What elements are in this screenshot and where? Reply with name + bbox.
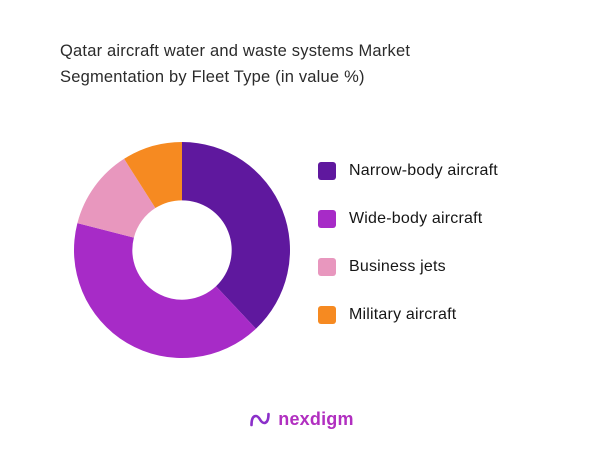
legend-swatch-military: [318, 306, 336, 324]
legend-label: Business jets: [349, 258, 446, 275]
legend-item-business-jets: Business jets: [318, 258, 498, 276]
legend-swatch-business-jets: [318, 258, 336, 276]
chart-title: Qatar aircraft water and waste systems M…: [60, 38, 410, 91]
donut-slice-narrow-body-aircraft: [182, 142, 291, 329]
legend-label: Narrow-body aircraft: [349, 162, 498, 179]
legend-item-military: Military aircraft: [318, 306, 498, 324]
nexdigm-wordmark: nexdigm: [278, 408, 354, 429]
donut-chart-svg: [73, 142, 291, 359]
legend-item-wide-body: Wide-body aircraft: [318, 210, 498, 228]
legend-label: Wide-body aircraft: [349, 210, 483, 227]
chart-title-line2: Segmentation by Fleet Type (in value %): [60, 68, 365, 87]
legend: Narrow-body aircraft Wide-body aircraft …: [318, 162, 498, 324]
legend-item-narrow-body: Narrow-body aircraft: [318, 162, 498, 180]
donut-slice-business-jets: [77, 158, 156, 238]
legend-swatch-wide-body: [318, 210, 336, 228]
legend-label: Military aircraft: [349, 306, 457, 323]
legend-swatch-narrow-body: [318, 162, 336, 180]
nexdigm-n-wave-icon: [250, 412, 271, 427]
donut-slice-military-aircraft: [124, 142, 182, 209]
donut-chart: [70, 138, 294, 362]
nexdigm-logo: nexdigm: [0, 408, 602, 430]
chart-title-line1: Qatar aircraft water and waste systems M…: [60, 42, 411, 60]
donut-slice-wide-body-aircraft: [73, 223, 256, 359]
